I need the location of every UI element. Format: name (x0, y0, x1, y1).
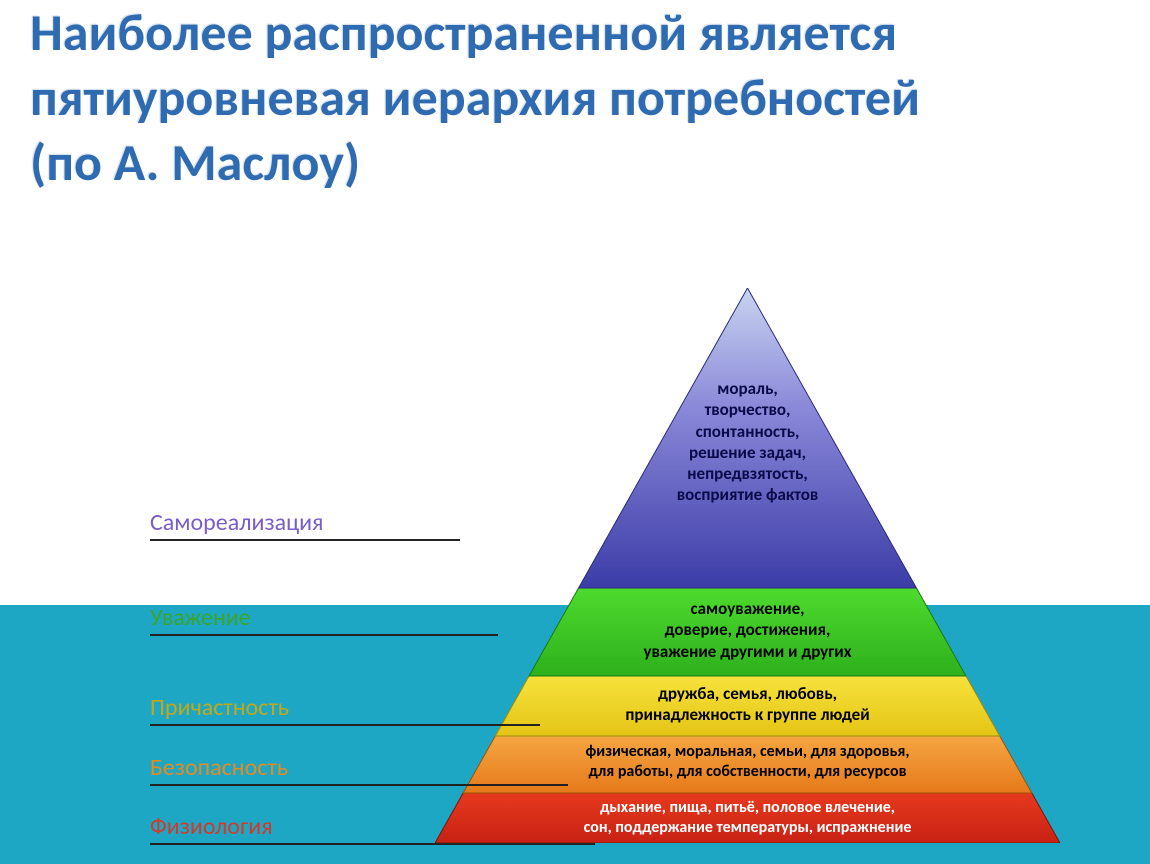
label-esteem: Уважение (150, 603, 498, 636)
maslow-diagram: мораль,творчество,спонтанность,решение з… (150, 288, 1090, 848)
layer-text-selfactualization: мораль,творчество,спонтанность,решение з… (435, 378, 1060, 506)
label-physiology: Физиология (150, 812, 595, 845)
layer-text-esteem: самоуважение,доверие, достижения,уважени… (435, 598, 1060, 662)
label-selfactualization: Самореализация (150, 508, 460, 541)
label-belonging: Причастность (150, 693, 540, 726)
slide-title: Наиболее распространенной является пятиу… (30, 0, 1120, 195)
label-safety: Безопасность (150, 753, 568, 786)
